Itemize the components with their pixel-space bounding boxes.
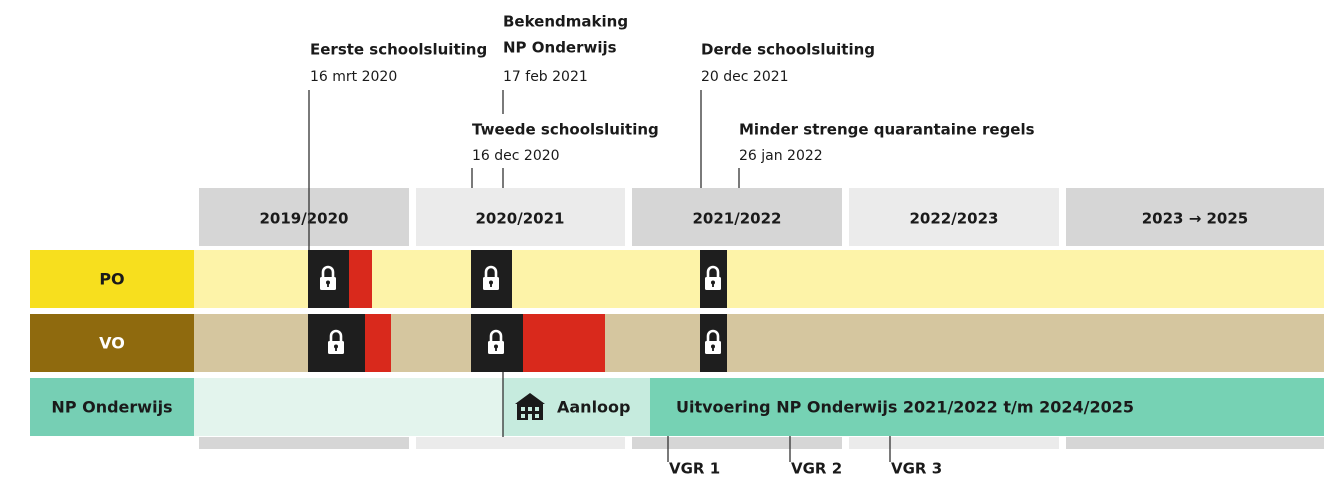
milestone-label: VGR 2 — [791, 460, 842, 478]
event-title: Derde schoolsluiting — [701, 41, 875, 59]
row-vo: VO — [30, 314, 1324, 372]
event-date: 26 jan 2022 — [739, 148, 823, 164]
year-block — [632, 188, 842, 246]
event-date: 20 dec 2021 — [701, 69, 789, 85]
building-icon — [515, 393, 545, 420]
event-lines — [308, 90, 740, 437]
row-bar — [194, 378, 503, 436]
closure-extra — [523, 314, 605, 372]
phase-uitvoering — [650, 378, 1324, 436]
row-label: NP Onderwijs — [51, 398, 172, 417]
row-bar — [194, 250, 1324, 308]
phase-label: Uitvoering NP Onderwijs 2021/2022 t/m 20… — [676, 398, 1134, 417]
year-label: 2019/2020 — [260, 210, 349, 228]
strip — [632, 437, 842, 449]
year-label: 2020/2021 — [476, 210, 565, 228]
row-label: VO — [99, 334, 125, 353]
milestone-label: VGR 3 — [891, 460, 942, 478]
strip — [849, 437, 1059, 449]
year-headers: 2019/2020 2020/2021 2021/2022 2022/2023 … — [199, 188, 1324, 246]
row-label-box — [30, 314, 194, 372]
event-title: Tweede schoolsluiting — [472, 121, 659, 139]
year-block — [849, 188, 1059, 246]
year-block — [199, 188, 409, 246]
event-title: Minder strenge quarantaine regels — [739, 121, 1035, 139]
year-label: 2022/2023 — [910, 210, 999, 228]
row-label-box — [30, 378, 194, 436]
strip — [1066, 437, 1324, 449]
bottom-strips — [199, 437, 1324, 449]
event-title: Eerste schoolsluiting — [310, 41, 487, 59]
event-date: 16 dec 2020 — [472, 148, 560, 164]
strip — [199, 437, 409, 449]
row-label-box — [30, 250, 194, 308]
event-title: NP Onderwijs — [503, 39, 617, 57]
milestones: VGR 1 VGR 2 VGR 3 — [667, 436, 942, 478]
closure-extra — [349, 250, 372, 308]
year-label: 2021/2022 — [693, 210, 782, 228]
phase-label: Aanloop — [557, 398, 631, 417]
row-po: PO — [30, 250, 1324, 308]
row-label: PO — [99, 270, 124, 289]
year-block — [1066, 188, 1324, 246]
event-title: Bekendmaking — [503, 13, 628, 31]
closure-extra — [365, 314, 391, 372]
row-np: NP Onderwijs Aanloop Uitvoering NP Onder… — [30, 378, 1324, 436]
year-label: 2023 → 2025 — [1142, 210, 1249, 228]
event-date: 17 feb 2021 — [503, 69, 588, 85]
milestone-label: VGR 1 — [669, 460, 720, 478]
event-date: 16 mrt 2020 — [310, 69, 397, 85]
strip — [416, 437, 625, 449]
year-block — [416, 188, 625, 246]
